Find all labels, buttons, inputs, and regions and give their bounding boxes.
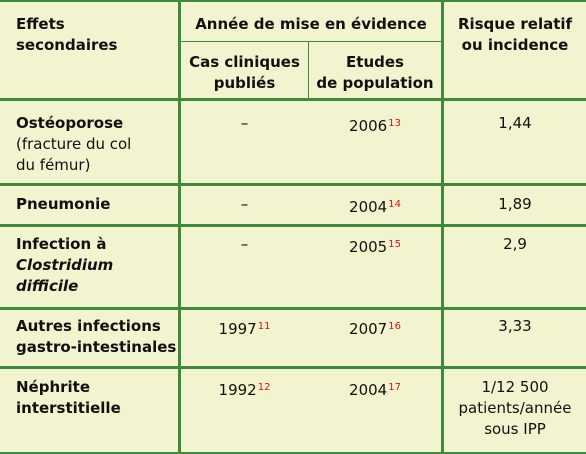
column-divider-1 [178, 2, 181, 454]
column-divider-3 [441, 2, 444, 454]
row-2-cases: – [240, 195, 249, 213]
row-divider-4 [0, 366, 586, 369]
row-4-effect: Autres infections gastro-intestinales [16, 317, 177, 356]
header-clinical-cases: Cas cliniques publiés [189, 53, 300, 92]
reference-number: 11 [257, 321, 271, 332]
row-5-cases: 199212 [218, 381, 271, 399]
reference-number: 14 [388, 199, 401, 210]
row-divider-1 [0, 183, 586, 186]
row-2-risk: 1,89 [498, 195, 532, 213]
row-3-population: 200515 [349, 238, 401, 256]
row-2-population: 200414 [349, 198, 401, 216]
row-5-population: 200417 [349, 381, 401, 399]
reference-number: 12 [257, 382, 271, 393]
column-divider-2 [308, 42, 309, 98]
row-1-cases: – [240, 114, 249, 132]
header-group-rule [181, 41, 441, 42]
row-3-cases: – [240, 235, 249, 253]
row-1-effect: Ostéoporose (fracture du col du fémur) [16, 114, 132, 174]
row-1-population: 200613 [349, 117, 401, 135]
row-1-risk: 1,44 [498, 114, 532, 132]
row-4-population: 200716 [349, 320, 401, 338]
reference-number: 15 [388, 239, 401, 250]
row-2-effect: Pneumonie [16, 195, 111, 213]
header-effects: Effets secondaires [16, 15, 118, 54]
header-relative-risk: Risque relatif ou incidence [457, 15, 573, 54]
reference-number: 17 [388, 382, 401, 393]
reference-number: 13 [388, 118, 401, 129]
row-divider-3 [0, 307, 586, 310]
row-4-cases: 199711 [218, 320, 271, 338]
reference-number: 16 [388, 321, 401, 332]
row-3-risk: 2,9 [503, 235, 527, 253]
row-4-risk: 3,33 [498, 317, 532, 335]
header-population-studies: Etudes de population [316, 53, 434, 92]
row-5-risk: 1/12 500 patients/année sous IPP [458, 378, 572, 438]
row-3-effect: Infection à Clostridium difficile [16, 235, 114, 295]
row-5-effect: Néphrite interstitielle [16, 378, 121, 417]
header-bottom-rule [0, 98, 586, 101]
header-year-group: Année de mise en évidence [195, 15, 427, 33]
row-divider-2 [0, 224, 586, 227]
